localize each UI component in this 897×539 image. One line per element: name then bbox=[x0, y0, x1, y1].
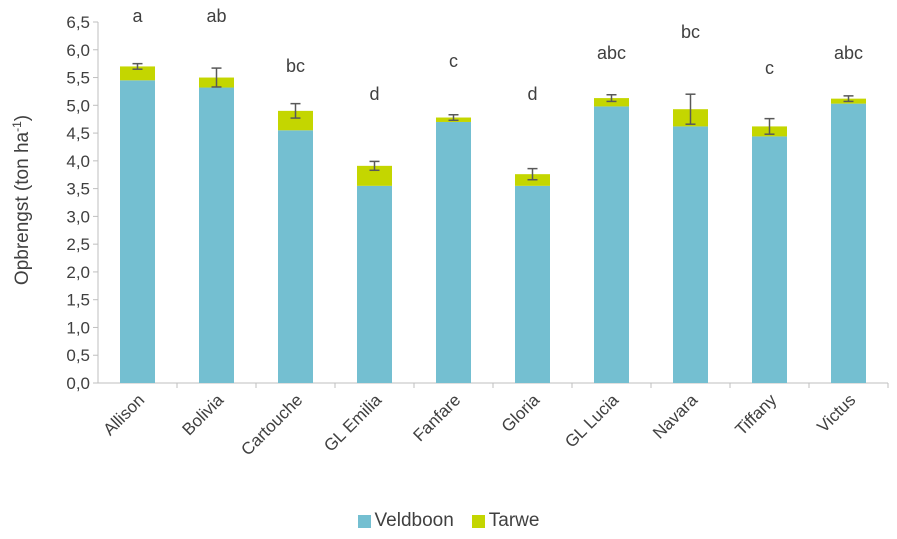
significance-letter: bc bbox=[286, 56, 305, 76]
x-tick-label: GL Lucia bbox=[561, 390, 622, 451]
significance-letter: ab bbox=[206, 6, 226, 26]
x-tick-label: Gloria bbox=[498, 390, 544, 436]
svg-text:Opbrengst (ton ha-1): Opbrengst (ton ha-1) bbox=[10, 115, 33, 285]
significance-letter: bc bbox=[681, 22, 700, 42]
legend-swatch-tarwe bbox=[471, 514, 485, 528]
legend-label-tarwe: Tarwe bbox=[488, 510, 540, 531]
bar-veldboon bbox=[673, 126, 708, 384]
y-tick-label: 4,0 bbox=[66, 152, 90, 171]
bar-veldboon bbox=[594, 106, 629, 384]
bar-veldboon bbox=[120, 80, 155, 384]
significance-letter: abc bbox=[597, 43, 626, 63]
x-tick-label: Fanfare bbox=[409, 390, 464, 445]
significance-letter: c bbox=[449, 51, 458, 71]
bar-veldboon bbox=[436, 121, 471, 383]
y-axis-label: Opbrengst (ton ha-1) bbox=[10, 115, 33, 285]
y-tick-label: 0,0 bbox=[66, 374, 90, 393]
y-tick-label: 2,5 bbox=[66, 235, 90, 254]
y-axis-label-superscript: -1 bbox=[10, 121, 24, 132]
y-axis-label-main: Opbrengst (ton ha bbox=[12, 131, 33, 285]
x-tick-label: Victus bbox=[813, 390, 859, 436]
legend-item-veldboon: Veldboon bbox=[357, 510, 454, 532]
y-tick-label: 4,5 bbox=[66, 124, 90, 143]
significance-letter: abc bbox=[834, 43, 863, 63]
bar-veldboon bbox=[278, 130, 313, 383]
legend-label-veldboon: Veldboon bbox=[374, 510, 454, 531]
x-tick-label: Navara bbox=[649, 390, 702, 443]
y-tick-label: 1,0 bbox=[66, 318, 90, 337]
significance-letter: d bbox=[527, 84, 537, 104]
bar-veldboon bbox=[515, 185, 550, 383]
y-tick-label: 3,5 bbox=[66, 180, 90, 199]
significance-letter: c bbox=[765, 58, 774, 78]
x-tick-label: Tiffany bbox=[731, 390, 780, 439]
y-tick-label: 3,0 bbox=[66, 207, 90, 226]
x-tick-label: Bolivia bbox=[178, 390, 227, 439]
significance-letter: d bbox=[369, 84, 379, 104]
y-axis-label-close: ) bbox=[12, 115, 33, 121]
bar-veldboon bbox=[357, 185, 392, 383]
significance-letter: a bbox=[132, 6, 143, 26]
x-tick-label: Allison bbox=[99, 390, 148, 439]
legend: Veldboon Tarwe bbox=[0, 510, 897, 532]
y-tick-label: 1,5 bbox=[66, 291, 90, 310]
y-tick-label: 5,5 bbox=[66, 69, 90, 88]
x-tick-label: Cartouche bbox=[237, 390, 306, 459]
y-tick-label: 2,0 bbox=[66, 263, 90, 282]
bar-veldboon bbox=[199, 87, 234, 383]
bar-tarwe bbox=[278, 110, 313, 131]
y-tick-label: 6,5 bbox=[66, 13, 90, 32]
plot-area: 0,0 0,5 1,0 1,5 2,0 2,5 3,0 3,5 4,0 4,5 5,0 5,5 6,0 6… bbox=[66, 6, 889, 459]
legend-swatch-veldboon bbox=[357, 514, 371, 528]
y-tick-label: 5,0 bbox=[66, 96, 90, 115]
bar-veldboon bbox=[831, 103, 866, 383]
x-tick-label: GL Emilia bbox=[320, 390, 385, 455]
legend-item-tarwe: Tarwe bbox=[471, 510, 540, 532]
y-tick-label: 6,0 bbox=[66, 41, 90, 60]
bar-tarwe bbox=[120, 66, 155, 81]
y-tick-label: 0,5 bbox=[66, 346, 90, 365]
stacked-bar-chart: Opbrengst (ton ha-1) 0,0 0,5 1,0 1,5 2,0 2,5 3… bbox=[10, 6, 889, 459]
bar-veldboon bbox=[752, 136, 787, 383]
bar-tarwe bbox=[594, 98, 629, 107]
bar-tarwe bbox=[357, 165, 392, 186]
